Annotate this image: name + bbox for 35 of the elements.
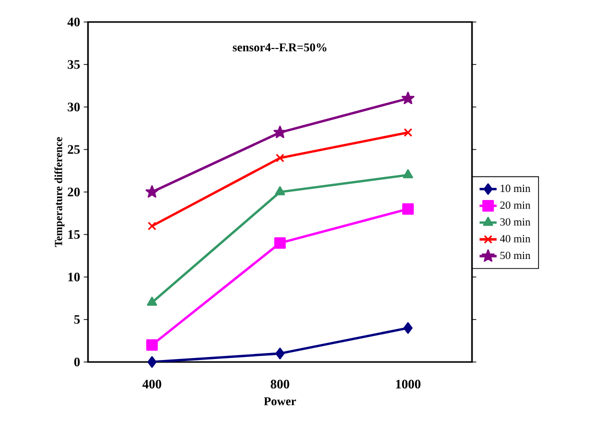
- point: [146, 339, 158, 351]
- x-tick-label: 400: [142, 380, 162, 389]
- point: [148, 222, 156, 230]
- y-tick-label: 35: [68, 60, 80, 69]
- x-tick-label: 1000: [396, 380, 420, 389]
- y-tick-label: 10: [68, 272, 80, 282]
- point: [274, 186, 286, 196]
- point: [274, 126, 286, 138]
- text: sensor4--F.R=50%: [232, 43, 326, 52]
- point: [146, 185, 158, 198]
- y-tick-label: 25: [68, 145, 80, 154]
- x-axis-title: Power: [264, 397, 296, 406]
- legend-label: 30 min: [500, 218, 530, 226]
- point: [403, 322, 413, 334]
- y-tick-label: 15: [68, 230, 80, 239]
- x-tick-label: 800: [270, 380, 290, 389]
- point: [402, 92, 414, 104]
- legend-label: 50 min: [500, 252, 530, 260]
- point: [274, 237, 286, 249]
- point: [404, 128, 412, 137]
- point: [275, 348, 285, 360]
- y-tick-label: 5: [74, 315, 80, 324]
- y-tick-label: 40: [67, 18, 80, 26]
- point: [146, 296, 158, 306]
- legend-label: 10 min: [500, 184, 530, 192]
- point: [276, 154, 284, 162]
- y-axis-title: Temperature difference: [54, 137, 64, 247]
- legend-label: 40 min: [500, 234, 530, 242]
- legend-label: 20 min: [500, 201, 530, 209]
- point: [147, 356, 157, 368]
- y-tick-label: 30: [68, 102, 80, 112]
- y-tick-label: 20: [68, 188, 80, 196]
- y-tick-label: 0: [74, 358, 80, 366]
- point: [402, 169, 414, 178]
- point: [402, 203, 414, 215]
